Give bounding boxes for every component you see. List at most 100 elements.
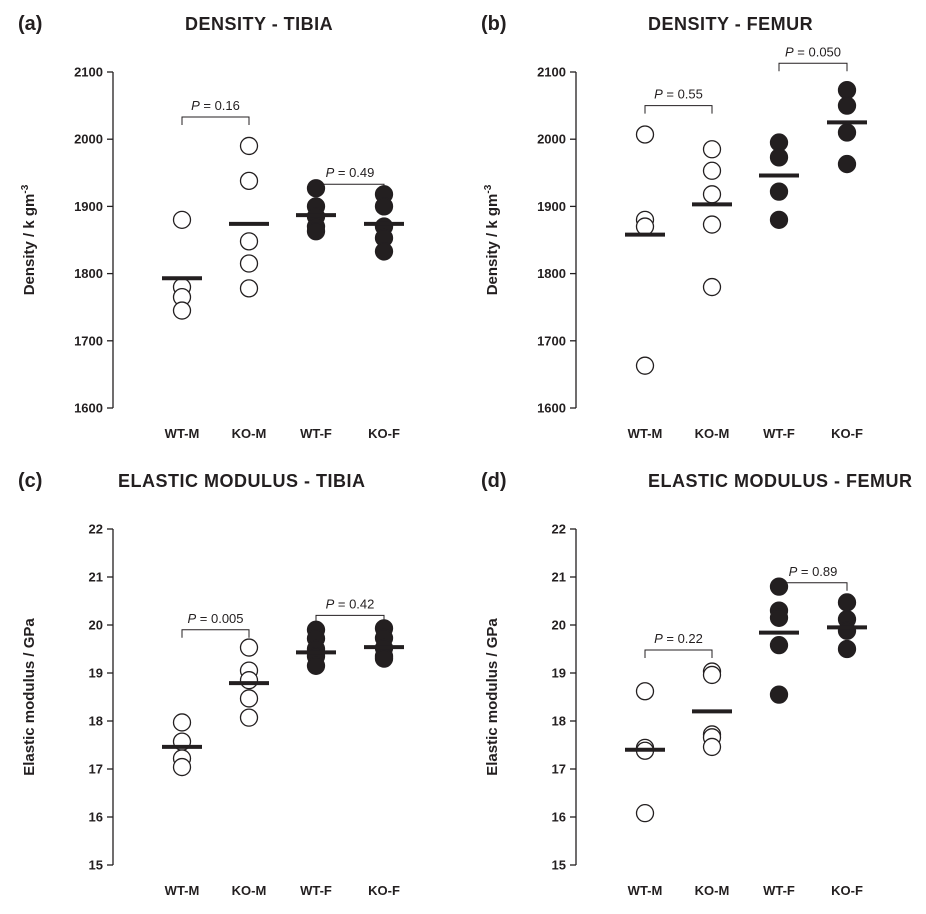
- y-tick-label: 21: [89, 570, 103, 585]
- p-value-number: = 0.22: [663, 631, 703, 646]
- p-value-symbol: P: [326, 596, 335, 611]
- data-point-filled: [374, 649, 394, 668]
- data-point-open: [635, 356, 655, 375]
- y-axis-label: Density / k gm-3: [483, 184, 501, 295]
- data-point-filled: [837, 154, 857, 174]
- comparison-bracket: [181, 116, 250, 126]
- data-point-open: [239, 708, 259, 727]
- panel-letter: (b): [481, 13, 507, 35]
- data-point-filled: [769, 210, 789, 229]
- data-point-filled: [306, 179, 326, 198]
- p-value-number: = 0.55: [663, 87, 703, 102]
- y-tick-label: 1700: [74, 333, 103, 348]
- p-value-label: P = 0.050: [785, 44, 841, 59]
- panel-letter: (a): [18, 13, 42, 35]
- data-point-open: [172, 210, 192, 229]
- p-value-symbol: P: [187, 611, 196, 626]
- y-tick-label: 16: [89, 810, 103, 825]
- y-tick-label: 1800: [74, 266, 103, 281]
- p-value-number: = 0.16: [200, 98, 240, 113]
- p-value-number: = 0.42: [334, 596, 374, 611]
- data-point-filled: [769, 148, 789, 167]
- data-point-filled: [837, 80, 857, 100]
- x-tick-label: KO-F: [831, 426, 863, 441]
- comparison-bracket: [644, 105, 713, 114]
- comparison-bracket: [315, 614, 385, 624]
- y-axis-label-superscript: -3: [20, 184, 31, 193]
- y-axis-label: Density / k gm-3: [20, 184, 38, 295]
- p-value-number: = 0.89: [797, 564, 837, 579]
- data-point-open: [239, 638, 259, 657]
- data-point-open: [635, 804, 655, 823]
- data-point-filled: [837, 123, 857, 142]
- data-point-open: [172, 757, 192, 777]
- chart-title: DENSITY - TIBIA: [185, 14, 333, 34]
- y-tick-label: 21: [552, 570, 566, 585]
- p-value-label: P = 0.22: [654, 631, 703, 646]
- p-value-label: P = 0.49: [326, 165, 375, 180]
- y-tick-label: 19: [89, 666, 103, 681]
- p-value-label: P = 0.16: [191, 98, 240, 113]
- data-point-open: [239, 671, 259, 690]
- y-tick-label: 22: [552, 522, 566, 537]
- y-axis-label: Elastic modulus / GPa: [484, 618, 501, 776]
- p-value-label: P = 0.005: [187, 611, 243, 626]
- data-point-filled: [837, 96, 857, 115]
- y-tick-label: 1900: [537, 199, 566, 214]
- panel-letter: (c): [18, 470, 42, 492]
- data-point-filled: [769, 636, 789, 655]
- y-tick-label: 20: [552, 618, 566, 633]
- y-tick-label: 18: [89, 714, 103, 729]
- data-point-open: [702, 665, 722, 685]
- chart-title: ELASTIC MODULUS - TIBIA: [118, 471, 366, 491]
- x-tick-label: KO-M: [695, 883, 730, 898]
- y-tick-label: 15: [89, 858, 103, 873]
- y-axis-label-superscript: -3: [483, 184, 494, 193]
- p-value-label: P = 0.42: [326, 596, 375, 611]
- comparison-bracket: [315, 183, 385, 193]
- p-value-label: P = 0.55: [654, 87, 703, 102]
- panel-elastic-modulus-tibia: (c) ELASTIC MODULUS - TIBIA 15 16 17 18 19 20 21…: [0, 457, 463, 914]
- panel-density-femur: (b) DENSITY - FEMUR 1600 1700 1800 1900 2000 21…: [463, 0, 926, 457]
- y-axis-label-text: Elastic modulus / GPa: [21, 618, 38, 776]
- y-tick-label: 20: [89, 618, 103, 633]
- data-point-open: [702, 215, 722, 234]
- data-point-filled: [837, 639, 857, 659]
- p-value-symbol: P: [789, 564, 798, 579]
- chart-svg: (b) DENSITY - FEMUR 1600 1700 1800 1900 2000 21…: [481, 13, 867, 441]
- y-tick-label: 15: [552, 858, 566, 873]
- data-point-open: [239, 689, 259, 708]
- x-tick-label: KO-M: [232, 426, 267, 441]
- y-axis-label: Elastic modulus / GPa: [21, 618, 38, 776]
- data-point-open: [702, 277, 722, 297]
- panel-letter: (d): [481, 470, 507, 492]
- y-tick-label: 1800: [537, 266, 566, 281]
- data-point-filled: [769, 577, 789, 596]
- y-tick-label: 16: [552, 810, 566, 825]
- panel-elastic-modulus-femur: (d) ELASTIC MODULUS - FEMUR 15 16 17 18 19 20 21…: [463, 457, 926, 914]
- y-tick-label: 19: [552, 666, 566, 681]
- p-value-number: = 0.005: [196, 611, 243, 626]
- y-tick-label: 2000: [537, 132, 566, 147]
- chart-svg: (d) ELASTIC MODULUS - FEMUR 15 16 17 18 19 20 21…: [481, 470, 912, 898]
- comparison-bracket: [181, 629, 250, 638]
- y-tick-label: 1700: [537, 333, 566, 348]
- x-tick-label: WT-M: [628, 426, 663, 441]
- y-axis-label-text: Density / k gm: [484, 194, 501, 296]
- y-axis-label-text: Density / k gm: [21, 194, 38, 296]
- comparison-bracket: [778, 62, 848, 72]
- p-value-label: P = 0.89: [789, 564, 838, 579]
- data-point-open: [239, 232, 259, 251]
- y-tick-label: 1600: [537, 401, 566, 416]
- chart-title: ELASTIC MODULUS - FEMUR: [648, 471, 912, 491]
- data-point-open: [702, 140, 722, 159]
- x-tick-label: WT-F: [300, 426, 332, 441]
- data-point-open: [239, 279, 259, 298]
- data-point-filled: [769, 182, 789, 201]
- y-axis-label-text: Elastic modulus / GPa: [484, 618, 501, 776]
- data-point-open: [172, 301, 192, 320]
- p-value-number: = 0.050: [794, 44, 841, 59]
- data-point-filled: [306, 656, 326, 675]
- chart-svg: (a) DENSITY - TIBIA 1600 1700 1800 1900 2000 21…: [18, 13, 404, 441]
- y-tick-label: 2100: [74, 65, 103, 80]
